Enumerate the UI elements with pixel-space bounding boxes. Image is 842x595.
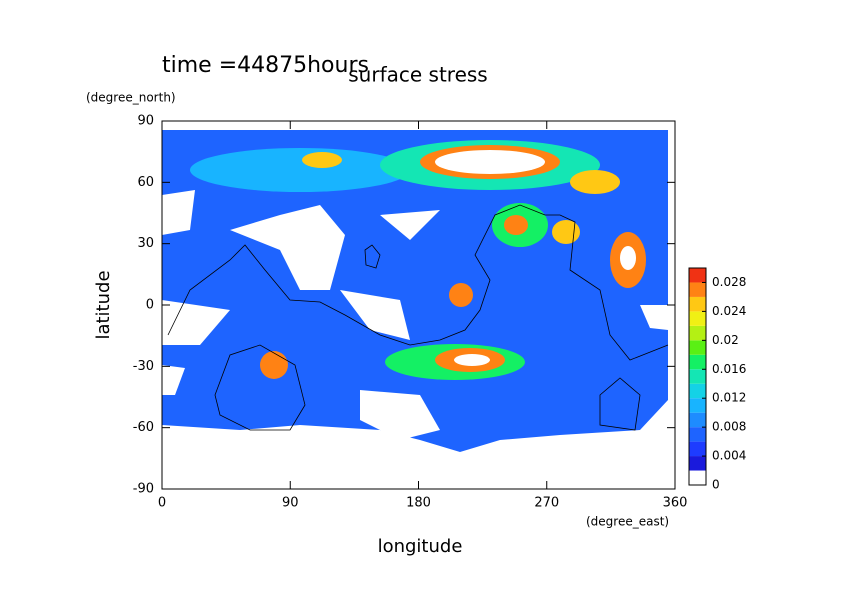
colorbar-tick-label: 0.024: [712, 304, 746, 318]
colorbar-swatch: [689, 427, 706, 442]
y-tick-label: 30: [137, 236, 154, 251]
colorbar-swatch: [689, 325, 706, 341]
colorbar-swatch: [689, 369, 706, 384]
x-axis-label: longitude: [378, 536, 463, 557]
contour-hole: [640, 305, 668, 330]
contour-fill: [454, 354, 490, 366]
x-tick-label: 270: [534, 496, 559, 511]
contour-field: [162, 130, 668, 452]
contour-hole: [360, 390, 440, 440]
colorbar-swatch: [689, 441, 706, 457]
colorbar-tick-label: 0.028: [712, 275, 746, 289]
colorbar-swatch: [689, 282, 706, 297]
x-tick-label: 360: [663, 496, 688, 511]
colorbar-tick-label: 0.008: [712, 420, 746, 434]
colorbar-swatch: [689, 340, 706, 355]
contour-hole: [380, 210, 440, 240]
contour-fill: [162, 130, 668, 452]
colorbar-tick-label: 0.004: [712, 449, 746, 463]
y-tick-label: -90: [133, 482, 154, 497]
x-tick-label: 90: [282, 496, 299, 511]
chart-title: surface stress: [348, 63, 487, 87]
colorbar-swatch: [689, 470, 706, 485]
coastline: [364, 244, 381, 269]
coastline: [599, 377, 641, 431]
y-axis-label: latitude: [93, 270, 114, 339]
contour-fill: [570, 170, 620, 194]
y-unit: (degree_north): [86, 91, 176, 105]
x-tick-label: 0: [158, 496, 166, 511]
y-tick-label: 90: [137, 114, 154, 129]
contour-fill: [302, 152, 342, 168]
contour-fill: [620, 246, 636, 270]
contour-fill: [260, 351, 288, 379]
contour-fill: [504, 215, 528, 235]
colorbar-swatch: [689, 412, 706, 428]
colorbar-swatch: [689, 311, 706, 326]
colorbar-swatch: [689, 354, 706, 370]
y-tick-label: 0: [146, 298, 154, 313]
contour-hole: [162, 365, 185, 395]
x-unit: (degree_east): [586, 515, 669, 529]
y-tick-label: 60: [137, 175, 154, 190]
colorbar-frame: [688, 267, 707, 486]
y-tick-label: -30: [133, 359, 154, 374]
contour-fill: [552, 220, 580, 244]
coastline: [167, 204, 669, 361]
contour-hole: [230, 205, 345, 290]
colorbar-tick-label: 0.016: [712, 362, 746, 376]
x-tick-label: 180: [406, 496, 431, 511]
contour-hole: [340, 290, 410, 340]
colorbar-swatch: [689, 398, 706, 413]
colorbar-tick-label: 0: [712, 478, 720, 492]
contour-hole: [162, 190, 195, 235]
colorbar-tick-label: 0.02: [712, 333, 739, 347]
chart-subtitle: time =44875hours: [162, 53, 369, 78]
contour-fill: [449, 283, 473, 307]
y-tick-label: -60: [133, 420, 154, 435]
colorbar-swatch: [689, 456, 706, 471]
coastlines: [167, 204, 669, 431]
colorbar-tick-label: 0.012: [712, 391, 746, 405]
colorbar-swatch: [689, 296, 706, 312]
contour-hole: [162, 300, 230, 345]
contour-fill: [435, 150, 545, 174]
coastline: [214, 344, 306, 431]
colorbar-swatch: [689, 383, 706, 399]
contour-fill: [190, 148, 410, 192]
colorbar-swatch: [689, 268, 706, 283]
